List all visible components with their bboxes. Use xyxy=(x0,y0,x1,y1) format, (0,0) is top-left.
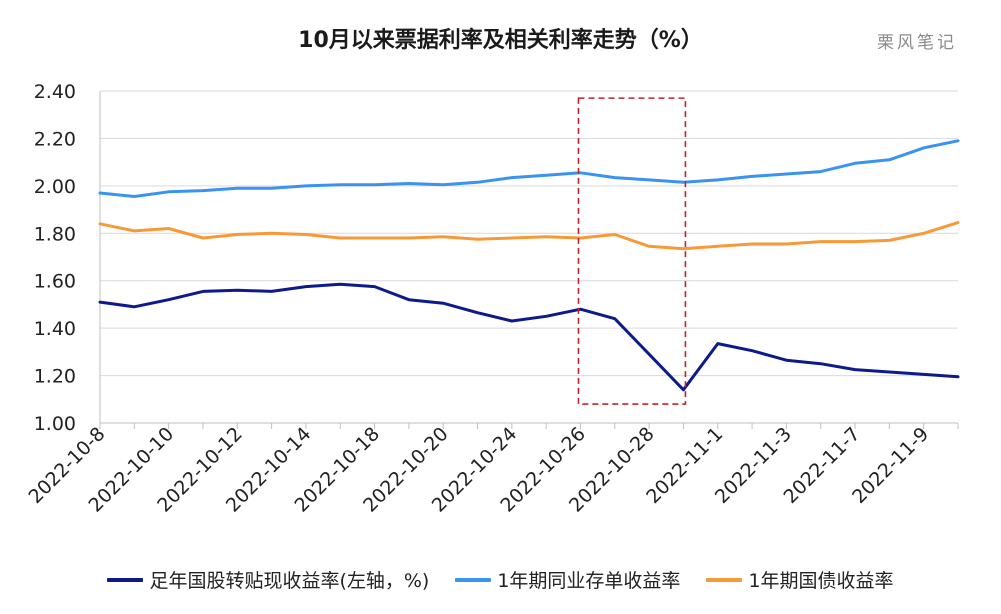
series-line-3 xyxy=(98,221,960,251)
legend-swatch xyxy=(455,577,492,582)
highlight-box-layer xyxy=(577,97,687,405)
y-tick-label: 2.40 xyxy=(34,81,76,103)
watermark-logo: 栗风笔记 xyxy=(877,33,957,53)
series-line-1 xyxy=(98,282,960,392)
gridlines xyxy=(100,90,958,377)
y-axis-ticks: 1.00 1.20 1.40 1.60 1.80 2.00 2.20 2.40 xyxy=(34,81,76,435)
y-tick-label: 1.20 xyxy=(34,366,76,388)
legend-item-1: 足年国股转贴现收益率(左轴，%) xyxy=(107,566,429,593)
y-tick-label: 1.80 xyxy=(34,223,76,245)
legend-swatch xyxy=(706,577,743,582)
series-line-2 xyxy=(98,139,960,198)
legend-label: 1年期国债收益率 xyxy=(748,570,894,592)
legend-item-3: 1年期国债收益率 xyxy=(706,566,894,593)
y-tick-label: 2.00 xyxy=(34,176,76,198)
highlight-box xyxy=(577,97,687,405)
legend-label: 足年国股转贴现收益率(左轴，%) xyxy=(149,570,430,592)
chart-title: 10月以来票据利率及相关利率走势（%） xyxy=(298,28,703,53)
series-layer xyxy=(98,139,960,392)
x-axis-ticks: 2022-10-82022-10-102022-10-122022-10-142… xyxy=(24,423,933,517)
y-tick-label: 1.00 xyxy=(34,413,76,435)
y-tick-label: 1.60 xyxy=(34,271,76,293)
y-tick-label: 2.20 xyxy=(34,128,76,150)
legend-item-2: 1年期同业存单收益率 xyxy=(455,566,680,593)
legend-label: 1年期同业存单收益率 xyxy=(497,570,681,592)
legend: 足年国股转贴现收益率(左轴，%) 1年期同业存单收益率 1年期国债收益率 xyxy=(0,566,1001,593)
legend-swatch xyxy=(107,577,144,582)
axes xyxy=(99,91,959,429)
y-tick-label: 1.40 xyxy=(34,318,76,340)
